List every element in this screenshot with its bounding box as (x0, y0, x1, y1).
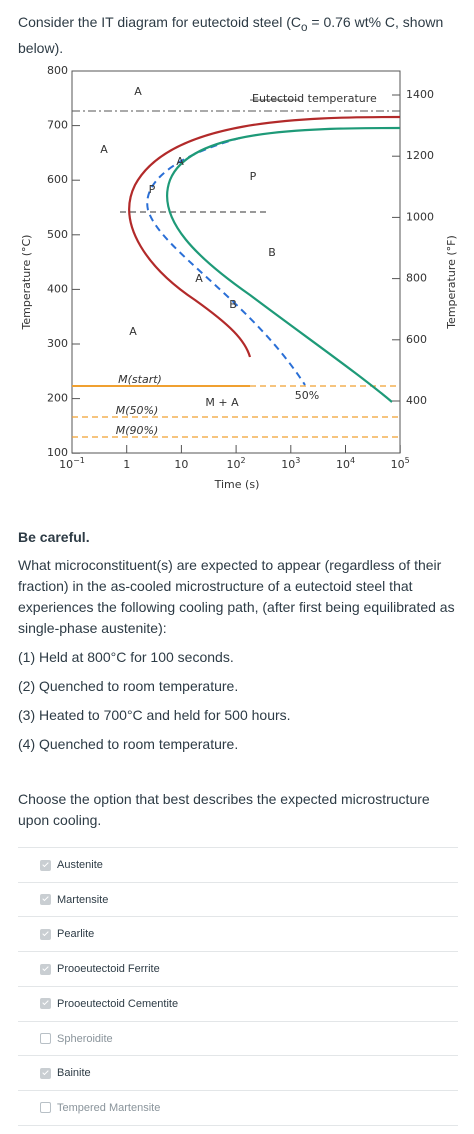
annotation: 50% (295, 389, 319, 402)
y-tick-label: 300 (47, 337, 68, 350)
tick-base: 10 (227, 458, 241, 471)
option-label: Prooeutectoid Cementite (57, 997, 179, 1010)
option-label: Martensite (57, 893, 109, 906)
y-tick-label: 400 (47, 282, 68, 295)
x-tick-label: 1 (123, 458, 130, 471)
annotation: M + A (205, 396, 239, 409)
y2-tick-label: 400 (406, 394, 427, 407)
option-label: Pearlite (57, 928, 95, 941)
x-tick-label: 103 (281, 456, 300, 472)
option[interactable]: Pearlite (18, 916, 458, 951)
y-tick-label: 100 (47, 446, 68, 459)
y2-tick-label: 1200 (406, 149, 434, 162)
y2-tick-label: 1400 (406, 88, 434, 101)
annotation: M(90%) (116, 424, 159, 437)
tick-base: 10 (336, 458, 350, 471)
tick-exp: 5 (405, 456, 410, 465)
intro-sub: o (301, 20, 308, 34)
y-tick-label: 600 (47, 173, 68, 186)
it-diagram: 8007006005004003002001001400120010008006… (20, 64, 458, 491)
x-tick-label: 10−1 (59, 456, 85, 472)
x-tick-label: 105 (391, 456, 410, 472)
checkbox (40, 1067, 51, 1079)
y-axis-label: Temperature (°C) (20, 235, 33, 331)
x-axis-label: Time (s) (214, 478, 260, 491)
option[interactable]: Austenite (18, 847, 458, 882)
annotation: B (229, 298, 237, 311)
prompt: Choose the option that best describes th… (18, 791, 430, 828)
y-tick-label: 500 (47, 228, 68, 241)
y-tick-label: 700 (47, 119, 68, 132)
y2-axis-label: Temperature (°F) (445, 235, 458, 330)
x-tick-label: 10 (174, 458, 188, 471)
y2-tick-label: 800 (406, 272, 427, 285)
y2-tick-label: 1000 (406, 210, 434, 223)
intro-text: Consider the IT diagram for eutectoid st… (18, 14, 301, 30)
tick-base: 1 (123, 458, 130, 471)
annotation: B (268, 246, 276, 259)
half-curve (146, 137, 306, 386)
option[interactable]: Bainite (18, 1055, 458, 1090)
checkbox (40, 1033, 51, 1044)
option[interactable]: Spheroidite (18, 1020, 458, 1056)
option-label: Spheroidite (57, 1032, 113, 1045)
option-label: Bainite (57, 1067, 91, 1080)
tick-exp: 3 (295, 456, 300, 465)
warning: Be careful. (18, 529, 90, 545)
option-label: Prooeutectoid Ferrite (57, 963, 160, 976)
intro-text: = 0.76 wt% C, shown below). (18, 14, 444, 56)
option-label: Austenite (57, 859, 103, 871)
checkbox (40, 963, 51, 975)
checkbox (40, 928, 51, 940)
y-tick-label: 200 (47, 392, 68, 405)
annotation: A (100, 143, 108, 156)
checkbox (40, 998, 51, 1010)
tick-base: 10 (59, 458, 73, 471)
annotation: M(start) (118, 373, 162, 386)
intro: Consider the IT diagram for eutectoid st… (18, 12, 458, 59)
tick-base: 10 (391, 458, 405, 471)
step: (2) Quenched to room temperature. (18, 678, 239, 694)
option[interactable]: Prooeutectoid Cementite (18, 985, 458, 1021)
checkbox (40, 894, 51, 906)
x-tick-label: 104 (336, 456, 355, 472)
x-tick-label: 102 (227, 456, 246, 472)
option-end (18, 1124, 458, 1126)
eutectoid-label: Eutectoid temperature (252, 92, 377, 105)
annotation: A (134, 85, 142, 98)
annotation: P (149, 183, 156, 196)
tick-exp: 2 (241, 456, 246, 465)
annotation: A (129, 325, 137, 338)
tick-base: 10 (174, 458, 188, 471)
start-curve (128, 115, 401, 358)
step: (4) Quenched to room temperature. (18, 736, 239, 752)
option-label: Tempered Martensite (57, 1101, 161, 1114)
option[interactable]: Martensite (18, 881, 458, 917)
tick-base: 10 (281, 458, 295, 471)
annotation: M(50%) (116, 404, 159, 417)
question-body: What microconstituent(s) are expected to… (18, 557, 455, 636)
tick-exp: −1 (73, 456, 85, 465)
step: (1) Held at 800°C for 100 seconds. (18, 649, 234, 665)
step: (3) Heated to 700°C and held for 500 hou… (18, 707, 291, 723)
tick-exp: 4 (350, 456, 355, 465)
checkbox (40, 859, 51, 871)
y-tick-label: 800 (47, 64, 68, 77)
checkbox (40, 1102, 51, 1114)
y2-tick-label: 600 (406, 333, 427, 346)
option[interactable]: Prooeutectoid Ferrite (18, 951, 458, 986)
annotation: A (176, 155, 184, 168)
annotation: P (250, 170, 257, 183)
option[interactable]: Tempered Martensite (18, 1089, 458, 1125)
finish-curve (166, 126, 401, 403)
annotation: A (195, 272, 203, 285)
